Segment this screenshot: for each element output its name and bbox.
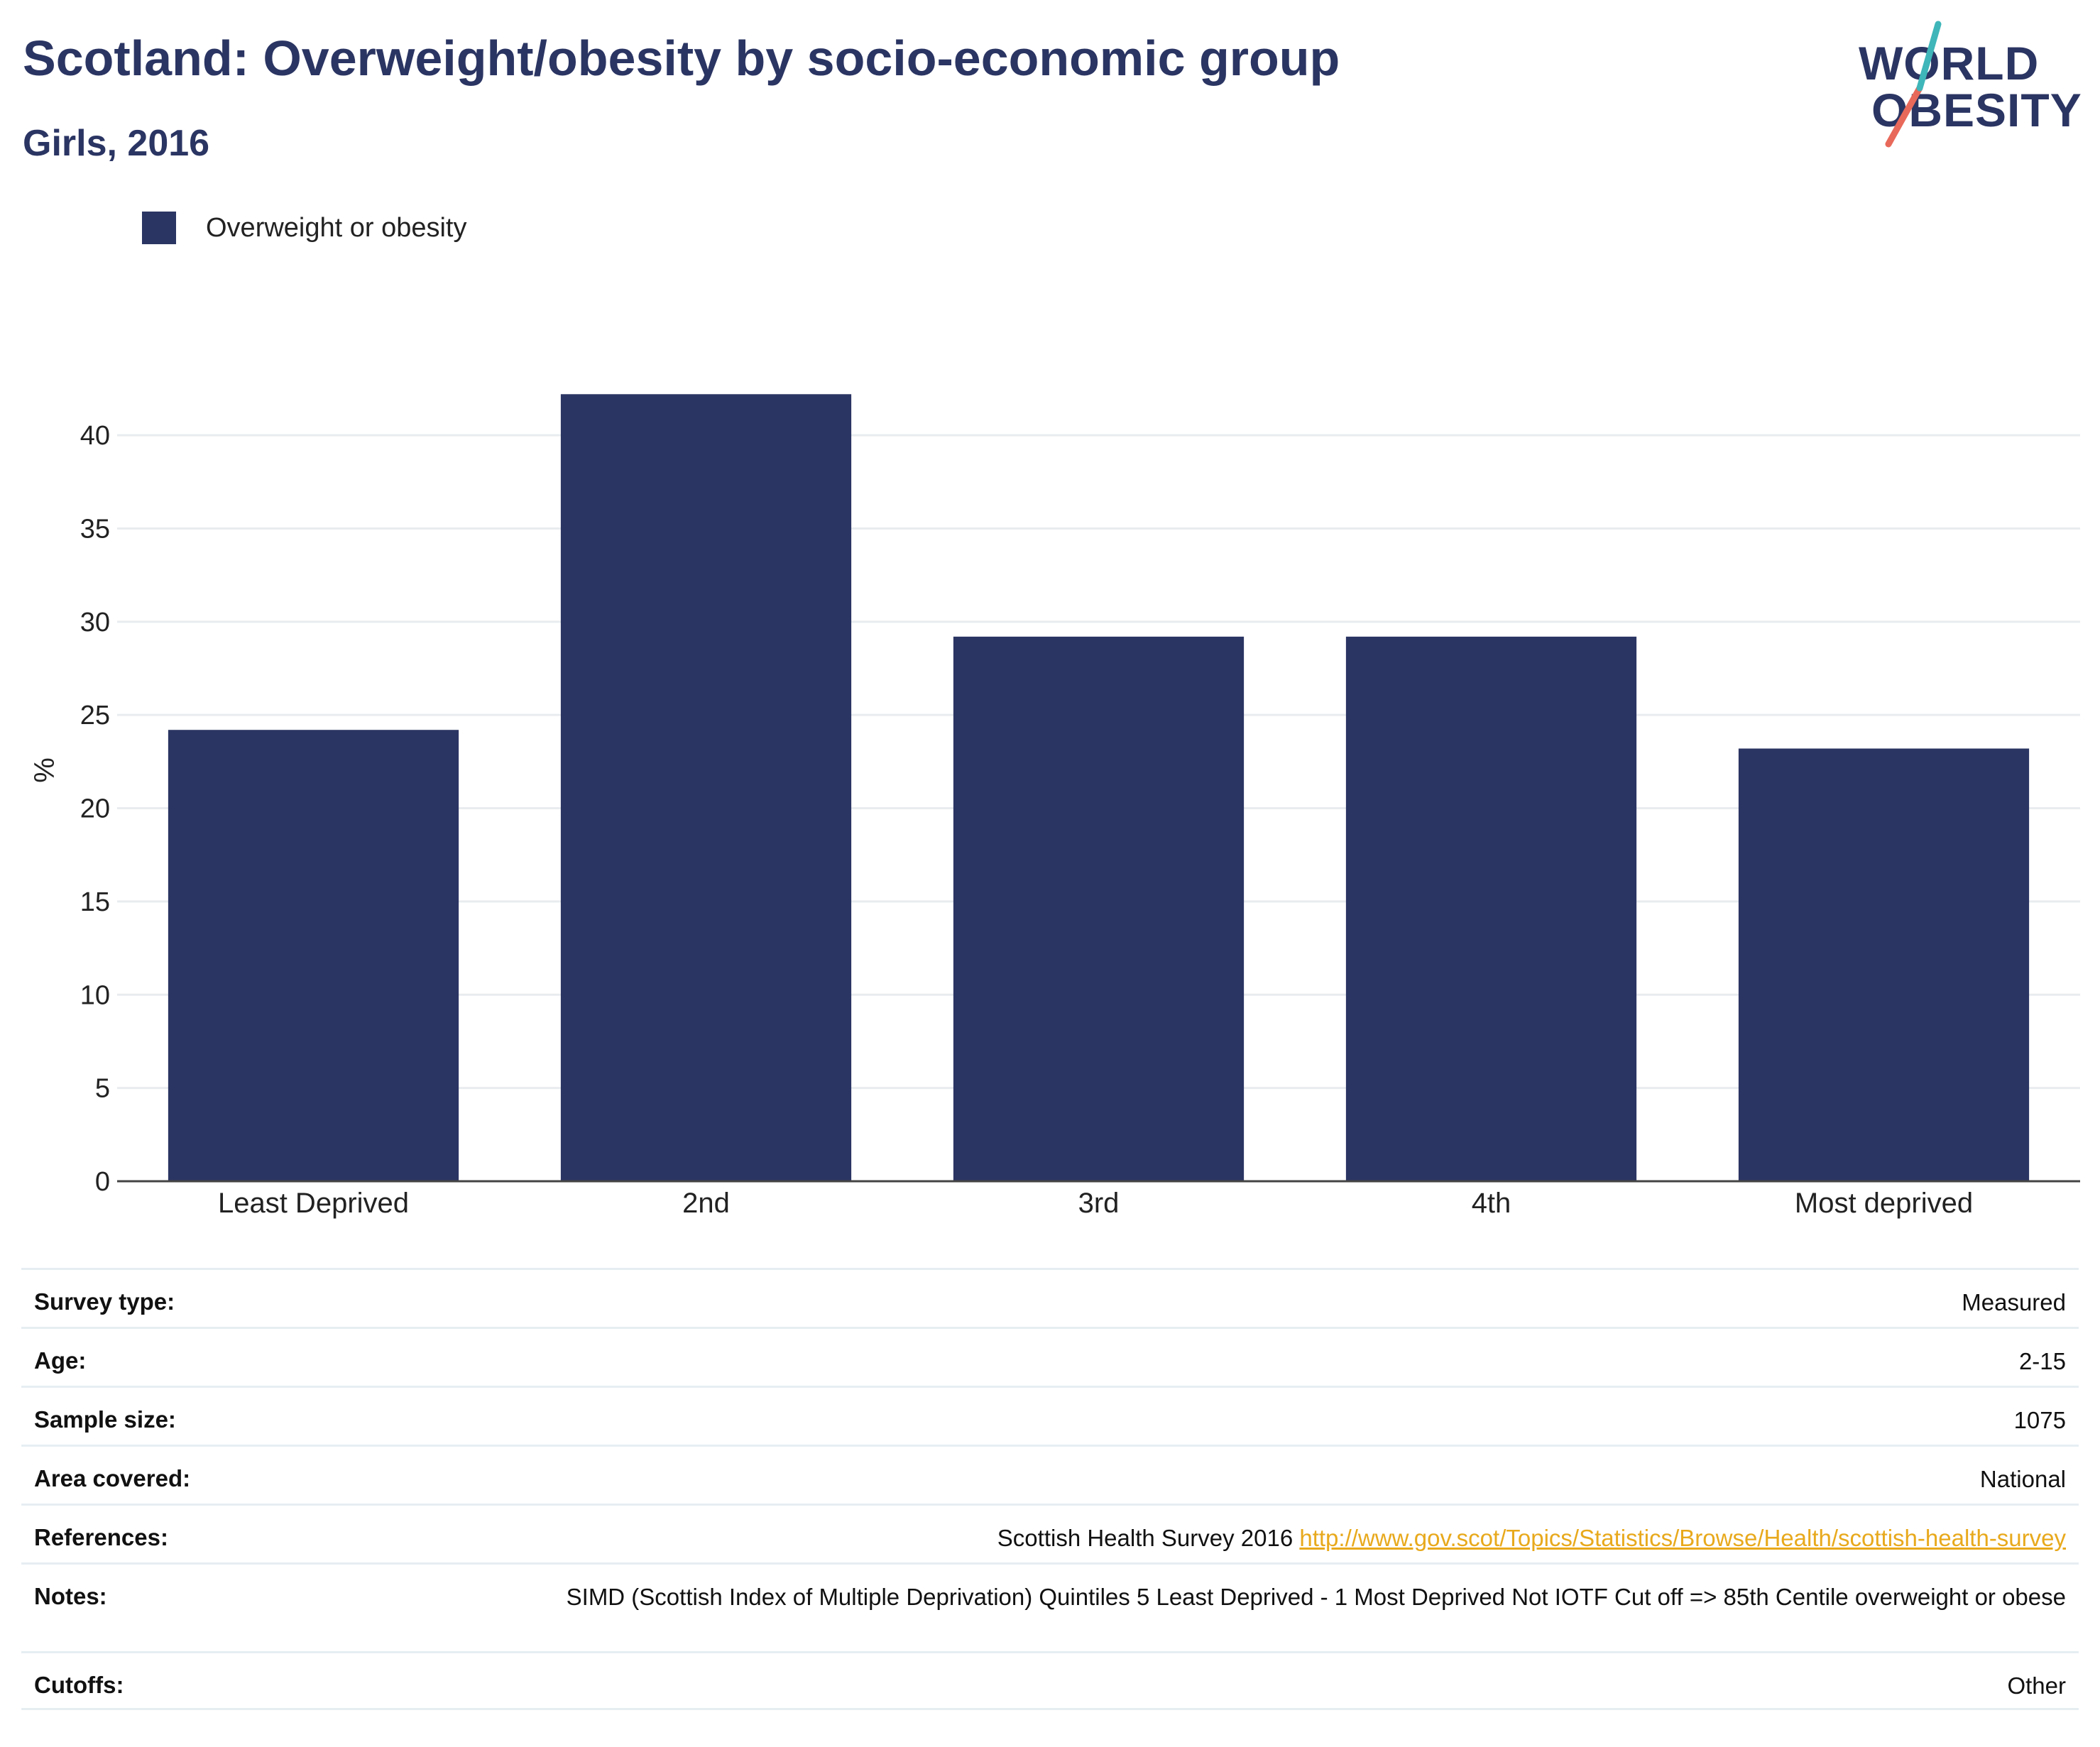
meta-key: Cutoffs: xyxy=(34,1672,124,1698)
y-tick-label: 10 xyxy=(80,980,110,1010)
y-tick-label: 15 xyxy=(80,887,110,917)
meta-value: 1075 xyxy=(2014,1406,2066,1435)
meta-row: References: Scottish Health Survey 2016 h… xyxy=(21,1504,2079,1562)
legend-label: Overweight or obesity xyxy=(206,213,467,243)
x-tick-label: Most deprived xyxy=(1795,1188,1973,1219)
meta-row: Survey type: Measured xyxy=(21,1268,2079,1327)
x-tick-label: Least Deprived xyxy=(218,1188,409,1219)
meta-value: National xyxy=(1980,1465,2066,1494)
meta-value-text: 1075 xyxy=(2013,1407,2066,1433)
chart-subtitle: Girls, 2016 xyxy=(23,123,210,164)
meta-value-text: 2-15 xyxy=(2018,1348,2066,1374)
bar xyxy=(168,730,459,1181)
meta-value: 2-15 xyxy=(2019,1347,2066,1376)
x-tick-label: 2nd xyxy=(682,1188,730,1219)
y-tick-label: 40 xyxy=(80,421,110,451)
y-tick-label: 5 xyxy=(95,1074,110,1104)
y-tick-label: 0 xyxy=(95,1167,110,1197)
bar xyxy=(560,394,852,1181)
meta-row: Notes: SIMD (Scottish Index of Multiple D… xyxy=(21,1562,2079,1651)
meta-value-text: Scottish Health Survey 2016 xyxy=(997,1525,1294,1551)
meta-row: Area covered: National xyxy=(21,1445,2079,1504)
y-tick-label: 30 xyxy=(80,608,110,637)
world-obesity-logo: WORLD OBESITY xyxy=(1846,14,2087,156)
meta-value: Scottish Health Survey 2016 http://www.g… xyxy=(997,1524,2066,1552)
meta-key: Notes: xyxy=(34,1583,107,1609)
meta-key: References: xyxy=(34,1524,168,1550)
bar xyxy=(953,636,1245,1181)
y-tick-label: 25 xyxy=(80,701,110,730)
bar xyxy=(1738,748,2030,1181)
meta-key: Survey type: xyxy=(34,1288,175,1315)
x-tick-label: 3rd xyxy=(1078,1188,1120,1219)
meta-value: SIMD (Scottish Index of Multiple Depriva… xyxy=(518,1583,2066,1611)
bar-chart: 0 5 10 15 20 25 30 35 40 Least Deprived 2nd 3rd 4th M… xyxy=(29,394,2080,1219)
meta-value: Measured xyxy=(1962,1288,2066,1317)
logo-line-1: WORLD xyxy=(1859,37,2040,89)
legend-swatch xyxy=(142,212,176,244)
y-axis-label: % xyxy=(29,757,60,783)
meta-value-text: Other xyxy=(2007,1672,2066,1699)
meta-key: Sample size: xyxy=(34,1406,176,1433)
y-tick-label: 20 xyxy=(80,794,110,824)
meta-value: Other xyxy=(2007,1672,2066,1700)
meta-value-text: SIMD (Scottish Index of Multiple Depriva… xyxy=(566,1584,2066,1610)
meta-row: Cutoffs: Other xyxy=(21,1651,2079,1710)
y-tick-label: 35 xyxy=(80,514,110,544)
meta-row: Age: 2-15 xyxy=(21,1327,2079,1386)
meta-value-text: Measured xyxy=(1962,1289,2066,1315)
chart-title: Scotland: Overweight/obesity by socio-ec… xyxy=(23,31,1340,86)
meta-row: Sample size: 1075 xyxy=(21,1386,2079,1445)
meta-value-text: National xyxy=(1979,1466,2066,1492)
meta-key: Age: xyxy=(34,1347,87,1374)
x-tick-label: 4th xyxy=(1472,1188,1511,1219)
bar xyxy=(1345,636,1637,1181)
meta-key: Area covered: xyxy=(34,1465,191,1491)
reference-link[interactable]: http://www.gov.scot/Topics/Statistics/Br… xyxy=(1299,1525,2066,1551)
survey-metadata-table: Survey type: Measured Age: 2-15 Sample size:… xyxy=(21,1268,2079,1710)
logo-slash-icon xyxy=(1885,21,1942,148)
